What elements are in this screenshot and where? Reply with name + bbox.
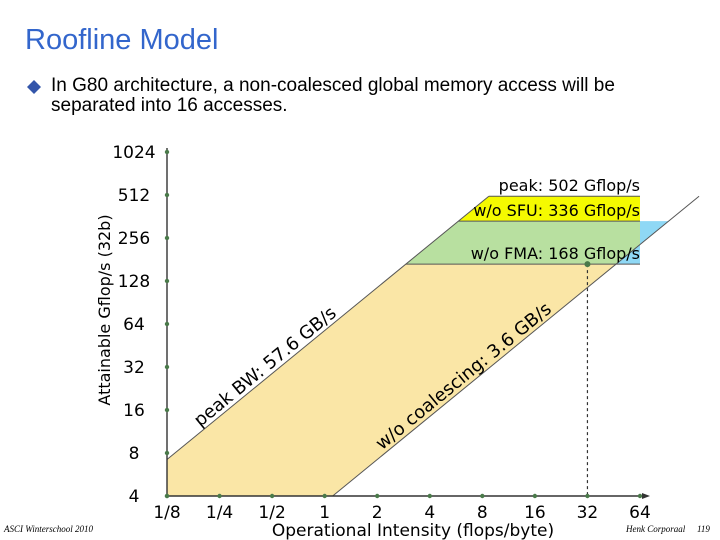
y-tick-label-8: 8 [129,444,140,464]
y-tick-label-256: 256 [118,229,150,249]
peak-region [458,196,640,222]
sfu-ceiling-label: w/o SFU: 336 Gflop/s [473,201,640,220]
peak-ceiling-label: peak: 502 Gflop/s [499,176,640,195]
x-tick-1 [217,493,222,499]
x-tick-6 [480,493,485,499]
slide-title: Roofline Model [25,24,219,56]
y-tick-1024 [164,149,170,155]
x-tick-9 [637,493,643,499]
y-tick-label-512: 512 [118,186,150,206]
no-coalescing-bandwidth-line [332,195,700,497]
x-tick-5 [427,493,432,499]
x-tick-label-2: 1/2 [258,503,285,523]
x-tick-label-3: 1 [319,503,330,523]
y-tick-16 [164,407,170,413]
ridge-point [584,261,591,268]
x-tick-label-5: 4 [424,503,435,523]
x-tick-label-0: 1/8 [153,503,180,523]
y-tick-64 [164,321,170,327]
x-tick-3 [322,493,327,499]
chart-axes [164,148,650,499]
y-tick-label-1024: 1024 [112,143,155,163]
x-tick-2 [269,493,275,499]
footer-author: Henk Corporaal [626,524,686,534]
x-tick-label-1: 1/4 [206,503,233,523]
fma-ceiling-label: w/o FMA: 168 Gflop/s [471,244,640,263]
y-axis-label: Attainable Gflop/s (32b) [95,214,114,405]
x-axis-label: Operational Intensity (flops/byte) [272,521,554,540]
x-tick-label-8: 32 [577,503,599,523]
diamond-bullet-icon [27,80,41,94]
y-tick-8 [164,450,170,456]
x-axis-arrow [642,493,650,499]
y-tick-32 [164,364,170,370]
x-tick-label-6: 8 [477,503,488,523]
y-tick-label-128: 128 [118,272,150,292]
peak-bandwidth-line [166,195,490,460]
y-tick-256 [164,235,170,241]
y-tick-label-4: 4 [129,487,140,507]
y-tick-128 [164,278,170,284]
y-tick-512 [164,192,170,198]
fma-region [405,221,640,265]
y-tick-label-32: 32 [123,358,145,378]
page-number: 119 [697,524,710,534]
x-tick-label-7: 16 [524,503,546,523]
roofline-regions [167,196,669,496]
x-tick-8 [585,493,590,499]
x-tick-label-4: 2 [372,503,383,523]
bullet-text: In G80 architecture, a non-coalesced glo… [51,75,615,116]
bandwidth-region [167,264,617,496]
x-tick-4 [375,493,380,499]
roofline-lines [166,195,700,497]
x-tick-label-9: 64 [629,503,651,523]
y-tick-label-64: 64 [123,315,145,335]
y-tick-label-16: 16 [123,401,145,421]
x-tick-0 [164,493,170,499]
x-tick-7 [532,493,538,499]
footer-event: ASCI Winterschool 2010 [4,524,93,534]
